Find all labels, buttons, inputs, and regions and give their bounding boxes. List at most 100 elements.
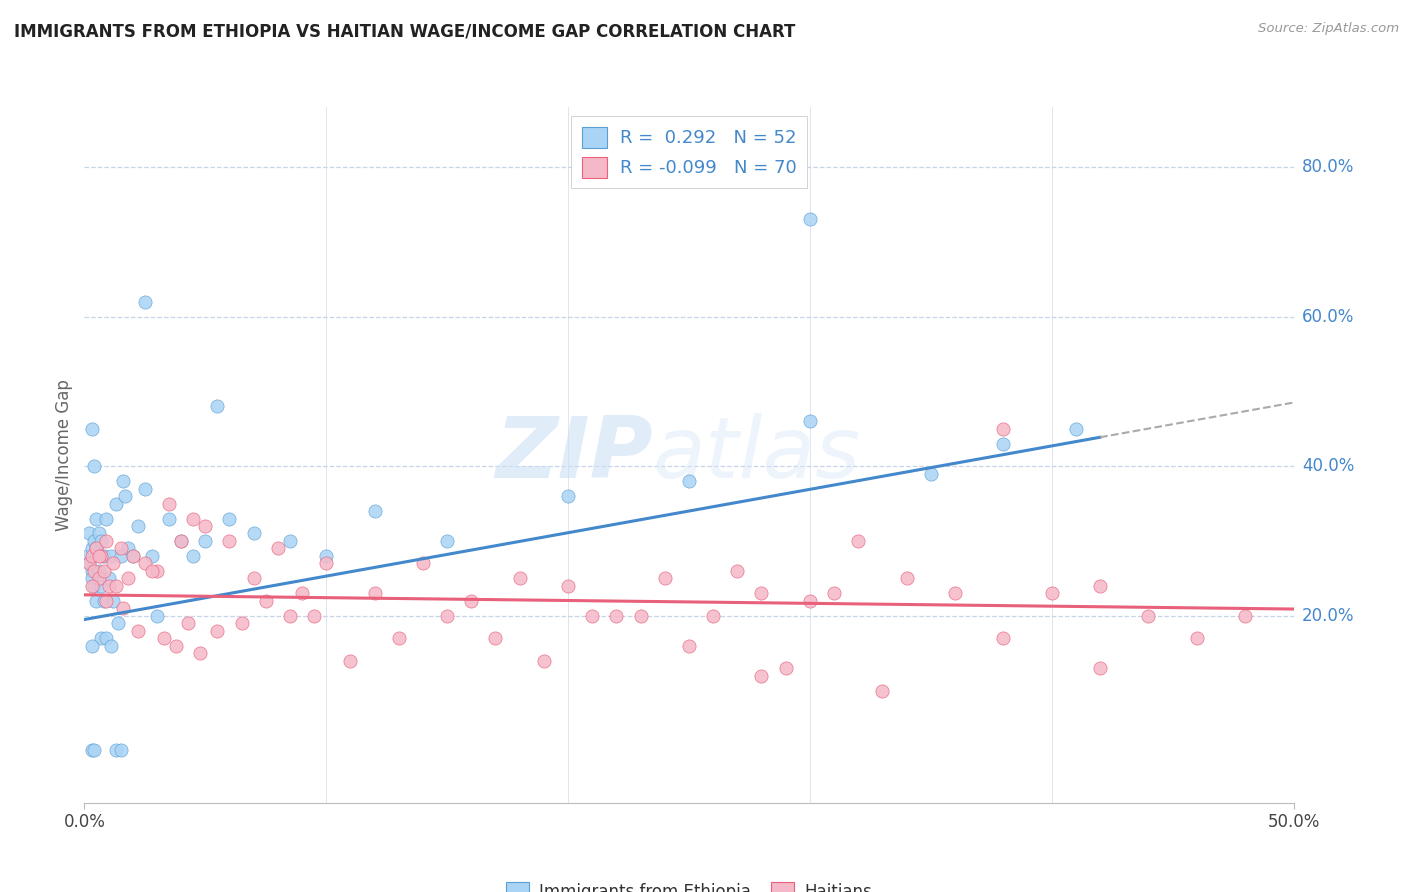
Point bbox=[725, 564, 748, 578]
Point bbox=[896, 571, 918, 585]
Point bbox=[278, 608, 301, 623]
Point bbox=[93, 564, 115, 578]
Text: 60.0%: 60.0% bbox=[1302, 308, 1354, 326]
Point bbox=[388, 631, 411, 645]
Point bbox=[157, 497, 180, 511]
Point bbox=[121, 549, 143, 563]
Point bbox=[231, 616, 253, 631]
Point bbox=[993, 631, 1015, 645]
Point bbox=[77, 557, 100, 571]
Point bbox=[83, 459, 105, 474]
Point bbox=[823, 586, 845, 600]
Text: 20.0%: 20.0% bbox=[1302, 607, 1354, 624]
Point bbox=[315, 557, 337, 571]
Point bbox=[157, 511, 180, 525]
Point bbox=[86, 511, 108, 525]
Point bbox=[77, 557, 100, 571]
Point bbox=[799, 594, 821, 608]
Point bbox=[194, 519, 217, 533]
Point bbox=[93, 594, 115, 608]
Point bbox=[1234, 608, 1257, 623]
Point bbox=[80, 564, 103, 578]
Point bbox=[80, 639, 103, 653]
Point bbox=[114, 489, 136, 503]
Point bbox=[100, 549, 122, 563]
Point bbox=[218, 533, 240, 548]
Point bbox=[103, 557, 125, 571]
Point bbox=[94, 631, 117, 645]
Point bbox=[94, 594, 117, 608]
Point bbox=[87, 549, 110, 563]
Point bbox=[177, 616, 200, 631]
Point bbox=[509, 571, 531, 585]
Point bbox=[93, 549, 115, 563]
Point bbox=[1137, 608, 1160, 623]
Point bbox=[110, 541, 132, 556]
Point bbox=[1040, 586, 1063, 600]
Point bbox=[181, 549, 204, 563]
Point bbox=[94, 533, 117, 548]
Point bbox=[80, 422, 103, 436]
Point bbox=[993, 436, 1015, 450]
Point bbox=[339, 654, 361, 668]
Point bbox=[920, 467, 942, 481]
Point bbox=[134, 482, 156, 496]
Point bbox=[117, 571, 139, 585]
Point bbox=[291, 586, 314, 600]
Point bbox=[127, 519, 149, 533]
Point bbox=[86, 594, 108, 608]
Point bbox=[97, 571, 120, 585]
Point bbox=[153, 631, 176, 645]
Point bbox=[207, 399, 229, 413]
Point bbox=[94, 511, 117, 525]
Point bbox=[207, 624, 229, 638]
Point bbox=[110, 743, 132, 757]
Point bbox=[1088, 579, 1111, 593]
Point bbox=[993, 422, 1015, 436]
Point bbox=[267, 541, 290, 556]
Point bbox=[872, 683, 894, 698]
Point bbox=[436, 608, 458, 623]
Point bbox=[97, 579, 120, 593]
Text: IMMIGRANTS FROM ETHIOPIA VS HAITIAN WAGE/INCOME GAP CORRELATION CHART: IMMIGRANTS FROM ETHIOPIA VS HAITIAN WAGE… bbox=[14, 22, 796, 40]
Point bbox=[87, 564, 110, 578]
Point bbox=[278, 533, 301, 548]
Point bbox=[581, 608, 603, 623]
Text: ZIP: ZIP bbox=[495, 413, 652, 497]
Point bbox=[86, 541, 108, 556]
Point bbox=[90, 533, 112, 548]
Point bbox=[90, 631, 112, 645]
Point bbox=[83, 533, 105, 548]
Point bbox=[121, 549, 143, 563]
Point bbox=[302, 608, 325, 623]
Point bbox=[363, 504, 385, 518]
Point bbox=[146, 608, 169, 623]
Point bbox=[533, 654, 555, 668]
Text: 40.0%: 40.0% bbox=[1302, 457, 1354, 475]
Point bbox=[80, 541, 103, 556]
Point bbox=[363, 586, 385, 600]
Point bbox=[107, 616, 129, 631]
Point bbox=[242, 526, 264, 541]
Point bbox=[100, 639, 122, 653]
Point bbox=[83, 579, 105, 593]
Point bbox=[80, 579, 103, 593]
Point bbox=[104, 497, 127, 511]
Point bbox=[127, 624, 149, 638]
Text: atlas: atlas bbox=[652, 413, 860, 497]
Point bbox=[557, 489, 579, 503]
Text: 80.0%: 80.0% bbox=[1302, 158, 1354, 176]
Point bbox=[846, 533, 869, 548]
Point bbox=[1064, 422, 1087, 436]
Point bbox=[654, 571, 676, 585]
Point bbox=[117, 541, 139, 556]
Point bbox=[751, 668, 773, 682]
Point bbox=[110, 549, 132, 563]
Point bbox=[678, 474, 700, 488]
Text: Source: ZipAtlas.com: Source: ZipAtlas.com bbox=[1258, 22, 1399, 36]
Point bbox=[146, 564, 169, 578]
Point bbox=[799, 212, 821, 227]
Point bbox=[134, 557, 156, 571]
Point bbox=[315, 549, 337, 563]
Point bbox=[460, 594, 482, 608]
